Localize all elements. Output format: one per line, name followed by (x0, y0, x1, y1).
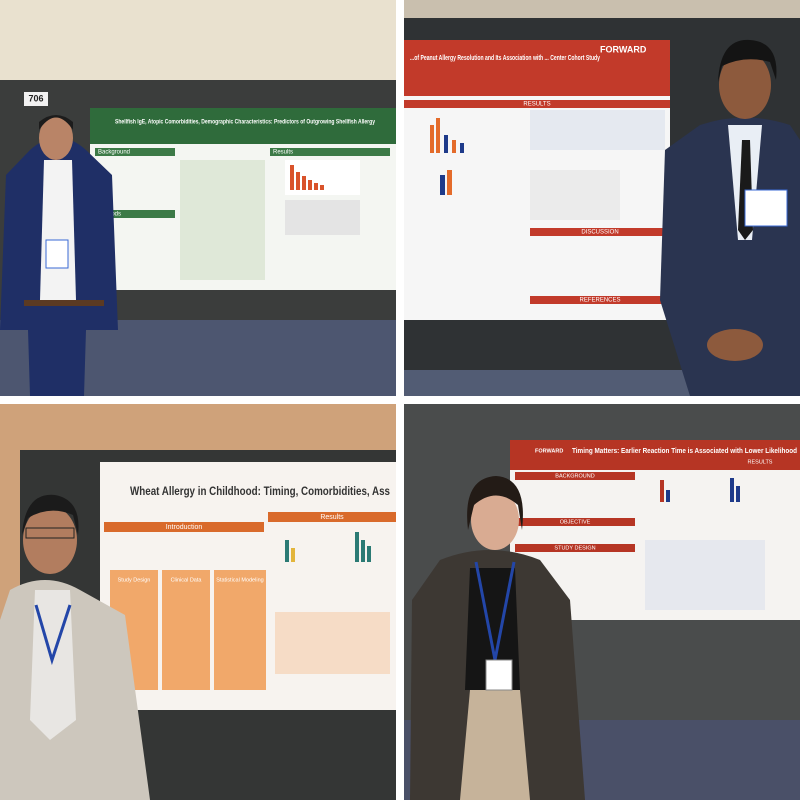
section-heading: DISCUSSION (581, 230, 618, 236)
section-heading: Background (98, 150, 130, 156)
shirt (40, 160, 76, 300)
section-bar (104, 522, 264, 532)
section-heading: Results (273, 150, 293, 156)
chart-image (285, 200, 360, 235)
section-bar (530, 296, 670, 304)
section-heading: Introduction (166, 524, 203, 531)
poster-title: ...of Peanut Allergy Resolution and Its … (410, 55, 600, 62)
chart-bars (430, 118, 464, 195)
section-bar (515, 518, 635, 526)
lanyard (34, 604, 72, 666)
hands (707, 329, 763, 361)
section-heading: STUDY DESIGN (554, 545, 595, 551)
section-bar (404, 100, 670, 108)
hair (39, 115, 73, 130)
table-block (530, 110, 665, 150)
trousers (460, 690, 530, 800)
face (719, 51, 771, 119)
photo-1: 706 Shellfish IgE, Atopic Comorbidities,… (0, 0, 396, 396)
face (23, 506, 77, 574)
section-bar (95, 148, 175, 156)
section-heading: Results (320, 514, 344, 521)
wall (0, 0, 396, 90)
section-heading: Study Design (118, 577, 151, 583)
chart-bars (290, 165, 324, 190)
chart-bars (285, 532, 371, 562)
glasses (25, 527, 75, 539)
hair (22, 494, 79, 535)
section-heading: RESULTS (523, 102, 550, 108)
badge (45, 239, 69, 269)
section-bar (270, 148, 390, 156)
section-bar (268, 512, 396, 522)
section-heading: OBJECTIVE (560, 519, 591, 525)
column-block (162, 570, 210, 690)
poster-title: Wheat Allergy in Childhood: Timing, Como… (130, 484, 390, 498)
poster-header (90, 108, 396, 144)
section-heading: BACKGROUND (555, 473, 594, 479)
badge (485, 659, 513, 691)
poster-title: Timing Matters: Earlier Reaction Time is… (572, 446, 797, 455)
section-bar (515, 544, 635, 552)
badge (744, 189, 788, 227)
table-block (275, 612, 390, 674)
section-heading: RESULTS (748, 459, 773, 465)
chart-image (530, 170, 620, 220)
section-bar (95, 210, 175, 218)
photo-4: FORWARD Timing Matters: Earlier Reaction… (404, 404, 800, 800)
table-block (180, 160, 265, 280)
section-heading: REFERENCES (579, 298, 620, 304)
belt (24, 300, 104, 306)
person-suit (660, 117, 800, 396)
photo-2: ...of Peanut Allergy Resolution and Its … (404, 0, 800, 396)
board-number: 706 (28, 93, 43, 103)
photo-3: Wheat Allergy in Childhood: Timing, Como… (0, 404, 396, 800)
section-bar (515, 472, 635, 480)
wall (404, 0, 800, 18)
logo: FORWARD (535, 448, 563, 454)
section-bar (640, 458, 800, 466)
face (471, 490, 519, 550)
board-number-tag (24, 92, 48, 106)
section-heading: Statistical Modeling (216, 577, 263, 583)
chart-bars (660, 478, 740, 502)
hair (718, 39, 777, 82)
face (39, 116, 73, 160)
logo: FORWARD (600, 44, 647, 54)
section-bar (530, 228, 670, 236)
table-block (645, 540, 765, 610)
column-block (214, 570, 266, 690)
section-heading: Clinical Data (171, 577, 203, 583)
poster-header (404, 40, 670, 96)
poster-title: Shellfish IgE, Atopic Comorbidities, Dem… (115, 119, 375, 126)
hair (467, 476, 523, 530)
